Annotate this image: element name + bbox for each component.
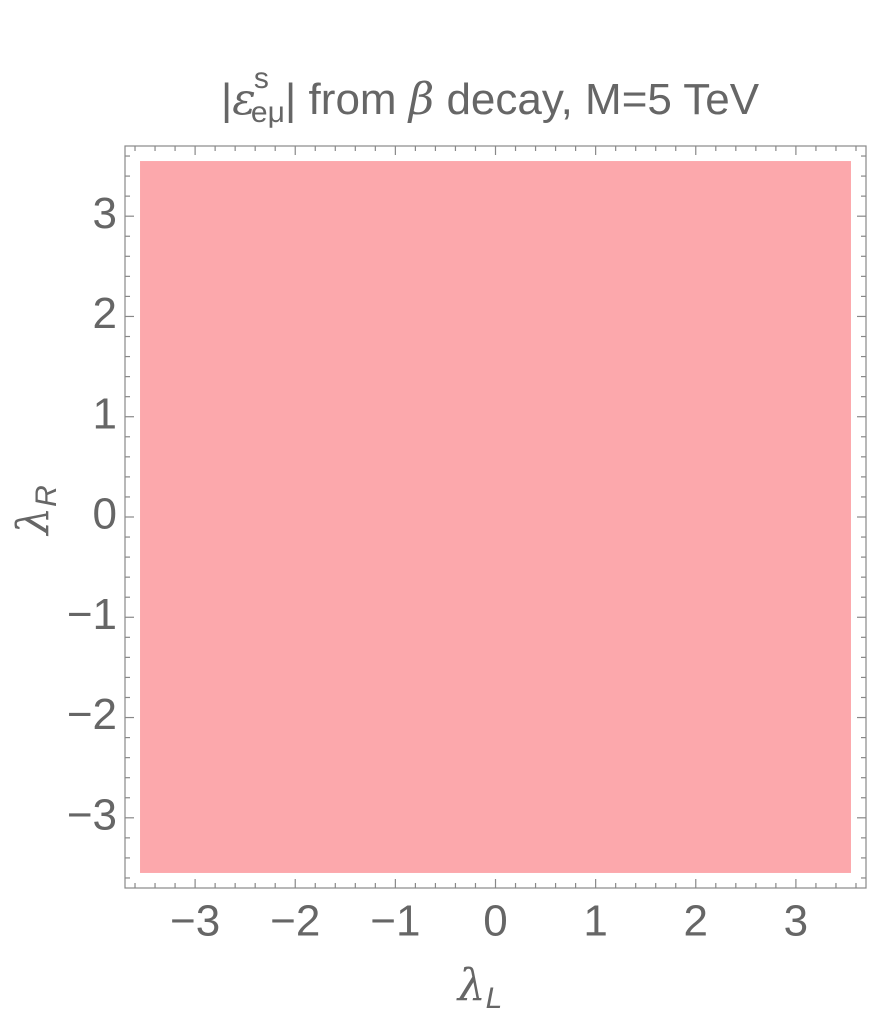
y-tick-label: 2 — [93, 289, 117, 338]
title-part: | from — [285, 75, 409, 124]
y-label-subscript: R — [30, 485, 63, 507]
title-part: β — [407, 74, 434, 125]
title-part: ε — [232, 74, 256, 125]
x-tick-label: 3 — [784, 897, 808, 946]
chart-title: |εs eμ| from β decay, M=5 TeV — [221, 62, 760, 129]
y-tick-label: 1 — [93, 389, 117, 438]
y-tick-label: −3 — [67, 790, 117, 839]
title-part: | — [221, 75, 232, 124]
x-tick-label: 2 — [684, 897, 708, 946]
y-label-symbol: λ — [8, 507, 59, 537]
region — [140, 161, 851, 873]
x-tick-label: −2 — [270, 897, 320, 946]
y-tick-label: −1 — [67, 590, 117, 639]
title-part: eμ — [251, 96, 285, 129]
x-axis-label: λL — [456, 960, 503, 1015]
x-label-subscript: L — [486, 982, 503, 1015]
x-tick-label: −3 — [170, 897, 220, 946]
y-tick-label: −2 — [67, 690, 117, 739]
y-tick-label: 0 — [93, 490, 117, 539]
x-tick-label: 0 — [483, 897, 507, 946]
y-tick-label: 3 — [93, 189, 117, 238]
x-tick-label: 1 — [583, 897, 607, 946]
title-part: s — [254, 62, 269, 95]
x-label-symbol: λ — [456, 960, 486, 1011]
y-axis-label: λR — [8, 485, 63, 537]
title-part: decay, M=5 TeV — [434, 75, 760, 124]
x-tick-label: −1 — [370, 897, 420, 946]
